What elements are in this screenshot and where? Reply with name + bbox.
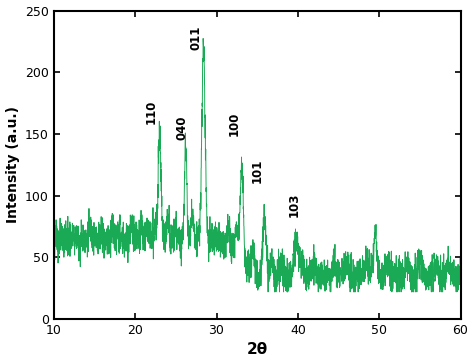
Text: 110: 110 [145, 100, 158, 124]
Text: 100: 100 [228, 112, 241, 136]
X-axis label: 2θ: 2θ [246, 342, 268, 358]
Text: 011: 011 [190, 26, 203, 50]
Text: 103: 103 [287, 192, 300, 217]
Text: 101: 101 [251, 159, 264, 183]
Y-axis label: Intensity (a.u.): Intensity (a.u.) [6, 106, 19, 223]
Text: 040: 040 [176, 115, 189, 140]
